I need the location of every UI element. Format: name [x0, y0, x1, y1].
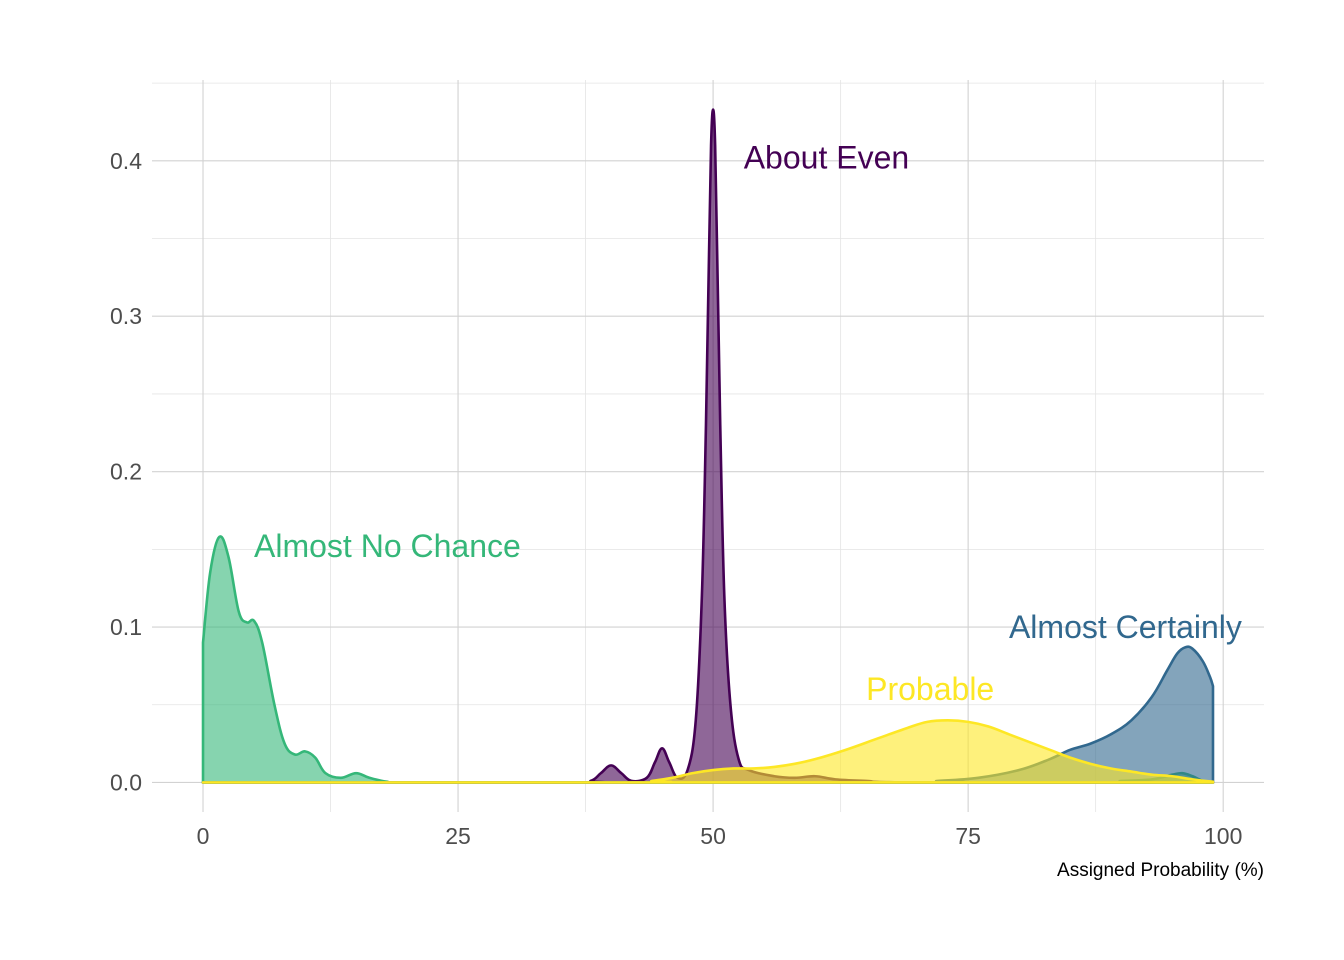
x-tick-label: 0 — [197, 823, 210, 849]
y-tick-label: 0.2 — [110, 459, 142, 485]
y-axis-ticks: 0.0 0.1 0.2 0.3 0.4 — [110, 148, 142, 796]
y-tick-label: 0.4 — [110, 148, 142, 174]
label-about-even: About Even — [744, 140, 909, 176]
label-almost-no-chance: Almost No Chance — [254, 528, 521, 564]
x-tick-label: 75 — [955, 823, 981, 849]
x-axis-ticks: 0 25 50 75 100 — [197, 823, 1243, 849]
x-axis-title: Assigned Probability (%) — [1057, 860, 1264, 881]
x-tick-label: 25 — [445, 823, 471, 849]
density-about-even — [201, 108, 1215, 784]
x-tick-label: 100 — [1204, 823, 1242, 849]
y-tick-label: 0.0 — [110, 769, 142, 795]
x-tick-label: 50 — [700, 823, 726, 849]
label-probable: Probable — [866, 671, 994, 707]
density-areas — [201, 108, 1215, 784]
label-almost-certainly: Almost Certainly — [1009, 609, 1242, 645]
y-tick-label: 0.1 — [110, 614, 142, 640]
density-probable — [201, 719, 1215, 784]
series-labels: About Even Almost No Chance Almost Certain… — [254, 140, 1242, 708]
y-tick-label: 0.3 — [110, 303, 142, 329]
